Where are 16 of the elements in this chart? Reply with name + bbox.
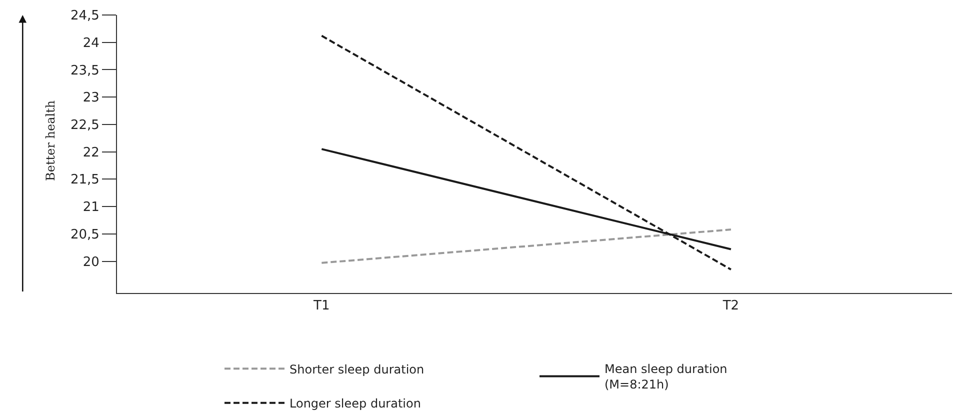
y-tick-label: 24 xyxy=(82,36,100,51)
y-tick-label: 21 xyxy=(82,200,100,216)
legend-label: Longer sleep duration xyxy=(290,396,421,411)
legend-label: Shorter sleep duration xyxy=(290,362,424,376)
y-tick-label: 22 xyxy=(82,145,100,160)
y-tick-label: 20 xyxy=(82,254,100,270)
y-tick-label: 21,5 xyxy=(70,172,100,188)
x-tick-label: T1 xyxy=(312,298,330,314)
y-tick-label: 20,5 xyxy=(70,227,100,242)
y-tick-label: 22,5 xyxy=(70,118,100,133)
y-tick-label: 23 xyxy=(82,90,100,106)
y-tick-label: 24,5 xyxy=(70,8,100,24)
legend-label: Mean sleep duration (M=8:21h) xyxy=(604,362,728,392)
y-axis-title: Better health xyxy=(44,100,58,181)
y-tick-label: 23,5 xyxy=(70,63,100,78)
x-tick-label: T2 xyxy=(722,298,740,314)
